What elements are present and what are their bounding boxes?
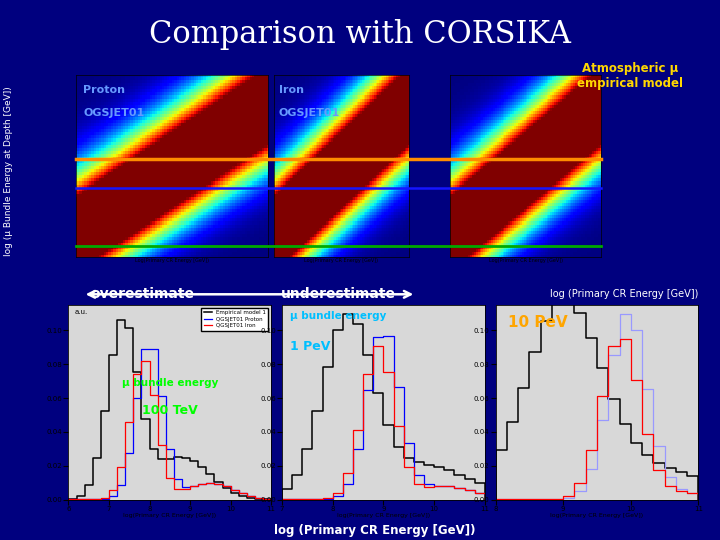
X-axis label: Log(Primary CR Energy [GeV]): Log(Primary CR Energy [GeV])	[488, 258, 562, 263]
Text: underestimate: underestimate	[281, 287, 396, 301]
Text: 1 PeV: 1 PeV	[290, 340, 330, 353]
Text: Iron: Iron	[279, 85, 304, 94]
X-axis label: Log(Primary CR Energy [GeV]): Log(Primary CR Energy [GeV])	[305, 258, 378, 263]
Text: Atmospheric μ
empirical model: Atmospheric μ empirical model	[577, 62, 683, 90]
Text: 100 TeV: 100 TeV	[142, 403, 198, 416]
X-axis label: log(Primary CR Energy [GeV]): log(Primary CR Energy [GeV])	[550, 513, 644, 518]
Text: a.u.: a.u.	[74, 309, 88, 315]
Text: log (Primary CR Energy [GeV]): log (Primary CR Energy [GeV])	[550, 289, 698, 299]
Text: log (μ Bundle Energy at Depth [GeV]): log (μ Bundle Energy at Depth [GeV])	[4, 86, 13, 256]
Text: Proton: Proton	[84, 85, 125, 94]
Text: log (Primary CR Energy [GeV]): log (Primary CR Energy [GeV])	[274, 524, 475, 537]
Text: OGSJET01: OGSJET01	[84, 108, 145, 118]
X-axis label: log(Primary CR Energy [GeV]): log(Primary CR Energy [GeV])	[337, 513, 430, 518]
Text: 10 PeV: 10 PeV	[508, 315, 567, 330]
Legend: Empirical model 1, QGSJET01 Proton, QGSJET01 Iron: Empirical model 1, QGSJET01 Proton, QGSJ…	[202, 308, 269, 330]
Text: Comparison with CORSIKA: Comparison with CORSIKA	[149, 19, 571, 50]
Text: overestimate: overestimate	[90, 287, 194, 301]
X-axis label: log(Primary CR Energy [GeV]): log(Primary CR Energy [GeV])	[123, 513, 217, 518]
X-axis label: Log(Primary CR Energy [GeV]): Log(Primary CR Energy [GeV])	[135, 258, 209, 263]
Text: μ bundle energy: μ bundle energy	[290, 311, 387, 321]
Text: μ bundle energy: μ bundle energy	[122, 378, 218, 388]
Text: OGSJET01: OGSJET01	[279, 108, 340, 118]
